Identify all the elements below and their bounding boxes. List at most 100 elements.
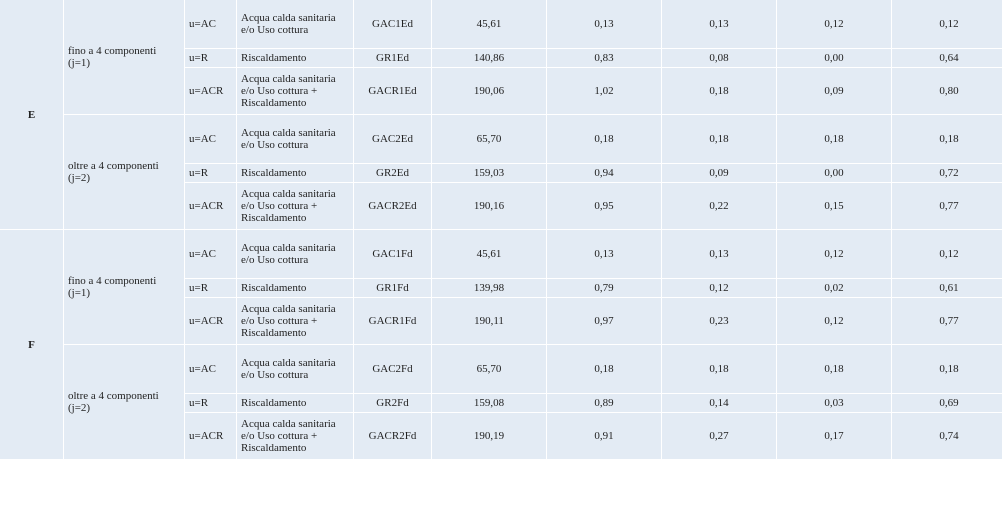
value-cell: 45,61 <box>432 230 546 278</box>
value-cell: 0,79 <box>547 279 661 297</box>
value-cell: 0,08 <box>662 49 776 67</box>
usage-type-cell: u=R <box>185 49 236 67</box>
value-cell: 0,00 <box>777 49 891 67</box>
zone-cell: F <box>0 230 63 459</box>
value-cell: 0,64 <box>892 49 1002 67</box>
value-cell: 0,97 <box>547 298 661 344</box>
value-cell: 0,69 <box>892 394 1002 412</box>
usage-description-cell: Acqua calda sanitaria e/o Uso cottura <box>237 0 353 48</box>
table-row: oltre a 4 componenti (j=2) u=AC Acqua cald… <box>0 345 1002 459</box>
value-cell: 0,83 <box>547 49 661 67</box>
value-cell: 0,18 <box>662 68 776 114</box>
value-cell: 190,16 <box>432 183 546 229</box>
tariff-code-cell: GR2Fd <box>354 394 431 412</box>
value-cell: 0,13 <box>547 0 661 48</box>
value-cell: 0,91 <box>547 413 661 459</box>
table-row: u=R Riscaldamento GR1Fd 139,98 0,79 0,12 0,02 0… <box>0 279 1002 297</box>
value-cell: 0,12 <box>777 0 891 48</box>
value-cell: 0,12 <box>892 0 1002 48</box>
usage-type-cell: u=AC <box>185 115 236 163</box>
value-cell: 159,08 <box>432 394 546 412</box>
family-size-cell: oltre a 4 componenti (j=2) <box>64 345 184 459</box>
table-row: u=ACR Acqua calda sanitaria e/o Uso cottu… <box>0 413 1002 459</box>
value-cell: 65,70 <box>432 345 546 393</box>
value-cell: 0,18 <box>662 345 776 393</box>
table-row: u=ACR Acqua calda sanitaria e/o Uso cottu… <box>0 298 1002 344</box>
family-size-cell: oltre a 4 componenti (j=2) <box>64 115 184 229</box>
value-cell: 0,95 <box>547 183 661 229</box>
tariff-code-cell: GAC1Fd <box>354 230 431 278</box>
usage-description-cell: Riscaldamento <box>237 279 353 297</box>
usage-type-cell: u=ACR <box>185 413 236 459</box>
family-size-cell: fino a 4 componenti (j=1) <box>64 230 184 344</box>
table-row: u=ACR Acqua calda sanitaria e/o Uso cottu… <box>0 183 1002 229</box>
value-cell: 0,77 <box>892 183 1002 229</box>
value-cell: 190,19 <box>432 413 546 459</box>
table-row: u=R Riscaldamento GR1Ed 140,86 0,83 0,08 0,00 0… <box>0 49 1002 67</box>
value-cell: 190,11 <box>432 298 546 344</box>
value-cell: 0,22 <box>662 183 776 229</box>
table-row: u=R Riscaldamento GR2Fd 159,08 0,89 0,14 0,03 0… <box>0 394 1002 412</box>
value-cell: 65,70 <box>432 115 546 163</box>
value-cell: 0,12 <box>892 230 1002 278</box>
value-cell: 140,86 <box>432 49 546 67</box>
value-cell: 0,27 <box>662 413 776 459</box>
usage-type-cell: u=R <box>185 394 236 412</box>
usage-type-cell: u=AC <box>185 230 236 278</box>
usage-description-cell: Acqua calda sanitaria e/o Uso cottura + … <box>237 298 353 344</box>
value-cell: 0,94 <box>547 164 661 182</box>
value-cell: 0,12 <box>777 230 891 278</box>
usage-description-cell: Riscaldamento <box>237 49 353 67</box>
usage-description-cell: Acqua calda sanitaria e/o Uso cottura <box>237 230 353 278</box>
table-row: u=ACR Acqua calda sanitaria e/o Uso cottu… <box>0 68 1002 114</box>
tariff-code-cell: GR1Fd <box>354 279 431 297</box>
value-cell: 0,89 <box>547 394 661 412</box>
value-cell: 159,03 <box>432 164 546 182</box>
tariff-code-cell: GAC1Ed <box>354 0 431 48</box>
value-cell: 0,61 <box>892 279 1002 297</box>
value-cell: 0,13 <box>662 230 776 278</box>
tariff-code-cell: GACR2Fd <box>354 413 431 459</box>
value-cell: 0,18 <box>777 115 891 163</box>
usage-description-cell: Acqua calda sanitaria e/o Uso cottura <box>237 115 353 163</box>
value-cell: 0,02 <box>777 279 891 297</box>
usage-type-cell: u=ACR <box>185 298 236 344</box>
tariff-code-cell: GAC2Ed <box>354 115 431 163</box>
usage-description-cell: Acqua calda sanitaria e/o Uso cottura + … <box>237 413 353 459</box>
tariff-code-cell: GACR1Ed <box>354 68 431 114</box>
value-cell: 0,14 <box>662 394 776 412</box>
tariff-code-cell: GR2Ed <box>354 164 431 182</box>
usage-type-cell: u=ACR <box>185 183 236 229</box>
value-cell: 0,77 <box>892 298 1002 344</box>
value-cell: 0,12 <box>777 298 891 344</box>
usage-type-cell: u=AC <box>185 345 236 393</box>
value-cell: 0,13 <box>547 230 661 278</box>
usage-description-cell: Acqua calda sanitaria e/o Uso cottura + … <box>237 183 353 229</box>
value-cell: 0,23 <box>662 298 776 344</box>
value-cell: 0,18 <box>777 345 891 393</box>
value-cell: 0,00 <box>777 164 891 182</box>
table-row: oltre a 4 componenti (j=2) u=AC Acqua cald… <box>0 115 1002 229</box>
usage-type-cell: u=ACR <box>185 68 236 114</box>
value-cell: 0,18 <box>892 115 1002 163</box>
usage-type-cell: u=AC <box>185 0 236 48</box>
tariff-code-cell: GACR2Ed <box>354 183 431 229</box>
value-cell: 0,13 <box>662 0 776 48</box>
value-cell: 0,18 <box>892 345 1002 393</box>
value-cell: 139,98 <box>432 279 546 297</box>
value-cell: 0,18 <box>547 345 661 393</box>
value-cell: 0,12 <box>662 279 776 297</box>
table-row: u=R Riscaldamento GR2Ed 159,03 0,94 0,09 0,00 0… <box>0 164 1002 182</box>
value-cell: 1,02 <box>547 68 661 114</box>
tariff-code-cell: GACR1Fd <box>354 298 431 344</box>
value-cell: 0,80 <box>892 68 1002 114</box>
usage-description-cell: Acqua calda sanitaria e/o Uso cottura <box>237 345 353 393</box>
value-cell: 45,61 <box>432 0 546 48</box>
family-size-cell: fino a 4 componenti (j=1) <box>64 0 184 114</box>
value-cell: 0,09 <box>662 164 776 182</box>
value-cell: 0,74 <box>892 413 1002 459</box>
